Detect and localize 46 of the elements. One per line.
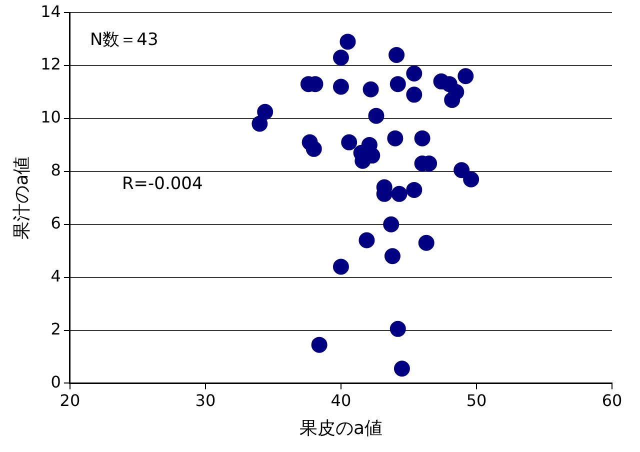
annotation: N数＝43 — [90, 30, 158, 50]
point — [252, 116, 268, 132]
point — [390, 76, 406, 92]
point — [358, 232, 375, 248]
point — [332, 78, 349, 95]
point — [332, 50, 349, 66]
y-tick-label: 4 — [50, 266, 61, 286]
point — [406, 86, 422, 103]
point — [454, 162, 470, 178]
y-tick-label: 8 — [50, 160, 61, 180]
x-axis-title: 果皮のa値 — [299, 418, 382, 439]
y-tick-label: 12 — [40, 54, 61, 74]
x-tick-label: 50 — [466, 390, 487, 410]
point — [341, 134, 358, 150]
point — [388, 46, 405, 63]
x-tick-label: 60 — [602, 390, 622, 410]
annotation: R=-0.004 — [122, 174, 203, 194]
point — [387, 130, 404, 146]
point — [406, 182, 422, 198]
y-tick-label: 14 — [40, 2, 61, 21]
point — [391, 186, 408, 202]
point — [332, 258, 349, 275]
point — [383, 216, 400, 232]
y-tick-label: 0 — [50, 372, 61, 392]
point — [306, 140, 322, 157]
point — [463, 171, 480, 188]
point — [406, 65, 422, 82]
point — [444, 92, 460, 108]
point — [458, 68, 474, 84]
x-tick-label: 20 — [60, 390, 80, 410]
y-tick-label: 6 — [50, 214, 61, 233]
x-tick-label: 30 — [195, 390, 216, 410]
point — [340, 34, 356, 50]
point — [414, 130, 430, 146]
x-tick-label: 40 — [330, 390, 352, 410]
y-axis-title: 果汁のa値 — [11, 156, 32, 240]
point — [362, 81, 379, 98]
y-tick-label: 10 — [40, 108, 61, 127]
point — [390, 320, 406, 337]
point — [311, 336, 328, 353]
point — [394, 360, 410, 377]
y-tick-label: 2 — [50, 319, 61, 338]
point — [384, 248, 400, 264]
point — [257, 104, 274, 120]
point — [418, 234, 434, 251]
point — [368, 108, 384, 124]
